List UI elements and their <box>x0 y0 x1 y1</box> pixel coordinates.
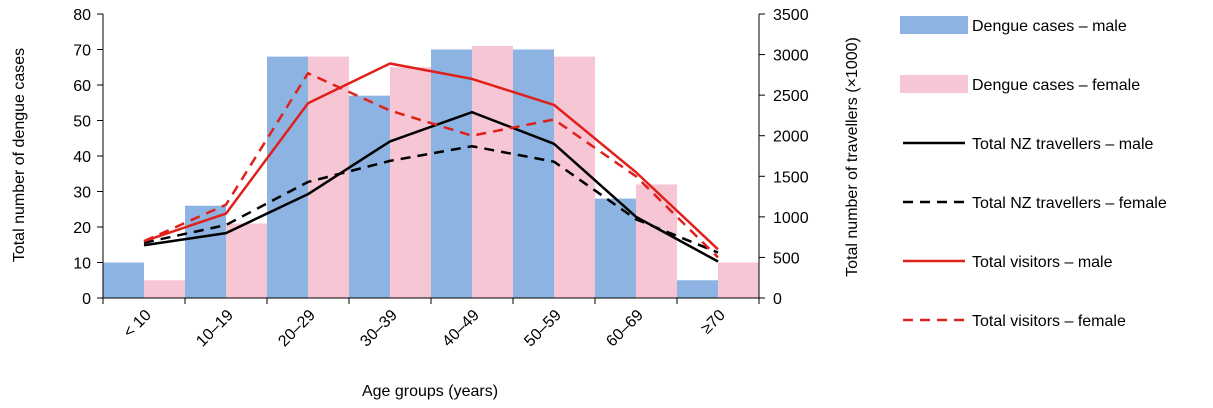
y-right-tick-label: 2000 <box>773 129 809 146</box>
bar-female-5 <box>554 56 595 298</box>
x-axis-title: Age groups (years) <box>362 383 498 400</box>
bar-female-3 <box>390 67 431 298</box>
y-left-tick-label: 50 <box>73 114 91 131</box>
bar-male-6 <box>595 198 636 298</box>
series-line-3 <box>143 71 719 259</box>
legend-label-1: Dengue cases – female <box>972 77 1140 94</box>
legend-label-2: Total NZ travellers – male <box>972 136 1153 153</box>
y-left-tick-label: 10 <box>73 256 91 273</box>
legend-label-3: Total NZ travellers – female <box>972 195 1167 212</box>
x-tick-label: 30–39 <box>357 307 401 351</box>
y-right-tick-label: 3000 <box>773 48 809 65</box>
series-line-1 <box>143 145 719 254</box>
bar-female-4 <box>472 45 513 299</box>
x-tick-label: ≥70 <box>698 307 729 338</box>
x-tick-label: 40–49 <box>439 307 483 351</box>
x-tick-label: 10–19 <box>193 307 237 351</box>
y-right-tick-label: 1000 <box>773 210 809 227</box>
legend-label-0: Dengue cases – male <box>972 18 1127 35</box>
y-right-tick-label: 0 <box>773 291 782 308</box>
y-left-tick-label: 60 <box>73 78 91 95</box>
y-axis-left-title: Total number of dengue cases <box>11 48 28 262</box>
x-tick-label: 50–59 <box>521 307 565 351</box>
y-left-tick-label: 80 <box>73 7 91 24</box>
y-right-tick-label: 2500 <box>773 88 809 105</box>
legend-swatch-0 <box>900 16 968 34</box>
bar-female-6 <box>636 184 677 298</box>
y-right-tick-label: 1500 <box>773 169 809 186</box>
bar-male-2 <box>267 56 308 298</box>
y-left-tick-label: 20 <box>73 220 91 237</box>
axes-layer <box>97 13 765 304</box>
bar-male-4 <box>431 49 472 298</box>
bars-layer <box>103 45 759 299</box>
x-tick-label: < 10 <box>120 307 154 341</box>
bar-female-2 <box>308 56 349 298</box>
x-tick-label: 60–69 <box>603 307 647 351</box>
y-left-tick-label: 30 <box>73 185 91 202</box>
legend-label-4: Total visitors – male <box>972 254 1113 271</box>
lines-layer <box>143 62 719 263</box>
legend: Dengue cases – male Dengue cases – female… <box>900 16 1167 330</box>
bar-male-7 <box>677 280 718 298</box>
legend-label-5: Total visitors – female <box>972 313 1126 330</box>
bar-male-3 <box>349 95 390 299</box>
bar-male-0 <box>103 262 144 298</box>
y-left-tick-label: 70 <box>73 43 91 60</box>
x-tick-label: 20–29 <box>275 307 319 351</box>
y-left-tick-label: 0 <box>82 291 91 308</box>
legend-swatch-1 <box>900 75 968 93</box>
y-axis-right-title: Total number of travellers (×1000) <box>844 37 861 277</box>
y-right-tick-label: 500 <box>773 250 800 267</box>
y-left-tick-label: 40 <box>73 149 91 166</box>
series-line-0 <box>143 110 719 263</box>
bar-female-1 <box>226 223 267 298</box>
y-right-tick-label: 3500 <box>773 7 809 24</box>
series-line-2 <box>143 62 719 251</box>
bar-male-5 <box>513 49 554 298</box>
bar-female-7 <box>718 262 759 298</box>
bar-female-0 <box>144 280 185 298</box>
